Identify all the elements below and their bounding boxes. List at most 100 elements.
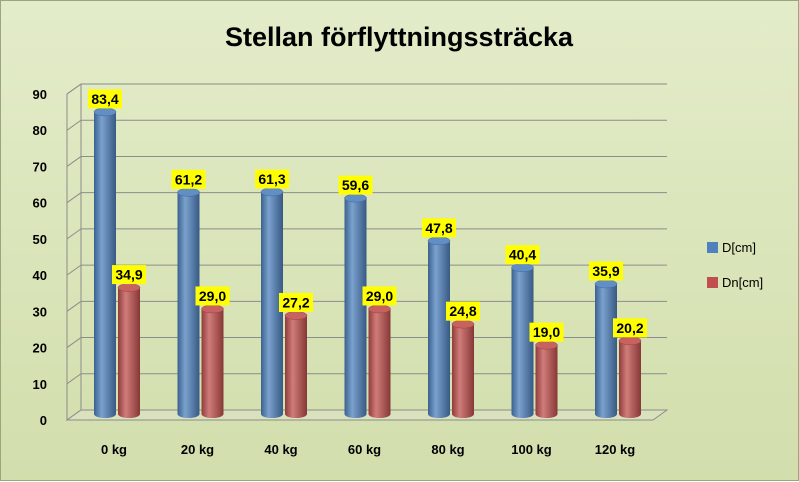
bar-top (535, 340, 558, 350)
legend-swatch (707, 277, 718, 288)
data-label: 59,6 (342, 177, 369, 193)
bar-body (94, 111, 116, 418)
bar-d (93, 107, 117, 418)
legend-label: Dn[cm] (722, 275, 763, 290)
y-tick-label: 10 (33, 377, 47, 392)
bar-body (118, 287, 140, 418)
bar-body (368, 308, 391, 418)
bar-body (619, 340, 641, 418)
y-tick-label: 90 (33, 87, 47, 102)
bar-dn (618, 336, 642, 418)
x-tick-label: 0 kg (101, 442, 127, 457)
bar-top (344, 193, 367, 203)
side-gridline (66, 300, 82, 312)
data-label-box (112, 265, 146, 285)
x-tick-label: 60 kg (348, 442, 381, 457)
data-label: 61,2 (175, 171, 202, 187)
data-label-box (505, 245, 540, 265)
data-label: 19,0 (533, 324, 560, 340)
legend: D[cm] Dn[cm] (707, 240, 763, 290)
data-label-box (422, 218, 456, 238)
bar-dn (535, 340, 558, 418)
bar-dn (117, 283, 141, 418)
y-tick-label: 70 (33, 159, 47, 174)
bar-top (284, 311, 308, 320)
data-label: 35,9 (592, 263, 619, 279)
bar-top (427, 236, 451, 246)
data-label-box (446, 301, 480, 321)
x-tick-label: 20 kg (181, 442, 214, 457)
side-gridline (66, 119, 82, 131)
bar-body (344, 198, 367, 418)
bar-body (177, 192, 200, 418)
x-tick-label: 100 kg (511, 442, 552, 457)
data-label: 83,4 (91, 91, 118, 107)
data-label: 24,8 (449, 303, 476, 319)
bar-d (594, 279, 618, 418)
data-label-box (362, 286, 397, 306)
chart-title: Stellan förflyttningssträcka (225, 22, 574, 52)
bar-top (511, 263, 534, 272)
bar-top (93, 107, 117, 117)
bar-d (344, 193, 367, 418)
y-tick-label: 20 (33, 341, 47, 356)
data-label: 20,2 (616, 320, 643, 336)
bar-top (451, 319, 475, 329)
side-gridline (66, 373, 82, 385)
bar-d (427, 236, 451, 418)
data-label-box (88, 89, 122, 109)
data-label-box (589, 261, 623, 281)
bar-body (511, 267, 534, 418)
bar-d (260, 187, 284, 418)
data-label-box (279, 292, 313, 312)
y-tick-label: 30 (33, 304, 47, 319)
bar-top (177, 188, 200, 197)
data-label-box (338, 175, 373, 195)
bar-body (201, 308, 224, 418)
y-tick-label: 50 (33, 232, 47, 247)
bar-top (618, 336, 642, 346)
x-tick-label: 80 kg (431, 442, 464, 457)
bar-body (285, 315, 307, 418)
data-label-box (529, 322, 564, 342)
bar-top (260, 187, 284, 197)
bar-body (535, 345, 558, 418)
bars (93, 107, 642, 418)
y-tick-label: 0 (40, 413, 47, 428)
bar-d (177, 188, 200, 418)
x-tick-label: 120 kg (595, 442, 636, 457)
bar-dn (201, 304, 224, 418)
data-label: 34,9 (115, 267, 142, 283)
bar-body (452, 324, 474, 418)
bar-body (261, 191, 283, 418)
data-label: 40,4 (509, 247, 536, 263)
side-gridline (66, 192, 82, 204)
y-tick-label: 60 (33, 196, 47, 211)
bar-dn (451, 319, 475, 418)
bar-top (368, 304, 391, 314)
x-tick-label: 40 kg (264, 442, 297, 457)
data-labels: 83,4 34,9 61,2 29,0 61,3 27,2 59,6 29,0 47,8 24,8… (88, 89, 647, 342)
legend-swatch (707, 242, 718, 253)
data-label: 61,3 (258, 171, 285, 187)
bar-top (594, 279, 618, 289)
side-gridline (66, 264, 82, 276)
bar-top (117, 283, 141, 292)
bar-dn (284, 311, 308, 418)
legend-label: D[cm] (722, 240, 756, 255)
bar-body (595, 283, 617, 418)
y-tick-label: 40 (33, 268, 47, 283)
data-label: 47,8 (425, 220, 452, 236)
bar-body (428, 240, 450, 418)
y-tick-label: 80 (33, 123, 47, 138)
bar-top (201, 304, 224, 314)
y-axis-top-line (66, 83, 82, 95)
data-label-box (255, 169, 289, 189)
side-gridline (66, 337, 82, 348)
data-label-box (195, 286, 230, 306)
bar-d (511, 263, 534, 418)
data-label-box (171, 169, 206, 189)
data-label: 29,0 (366, 288, 393, 304)
